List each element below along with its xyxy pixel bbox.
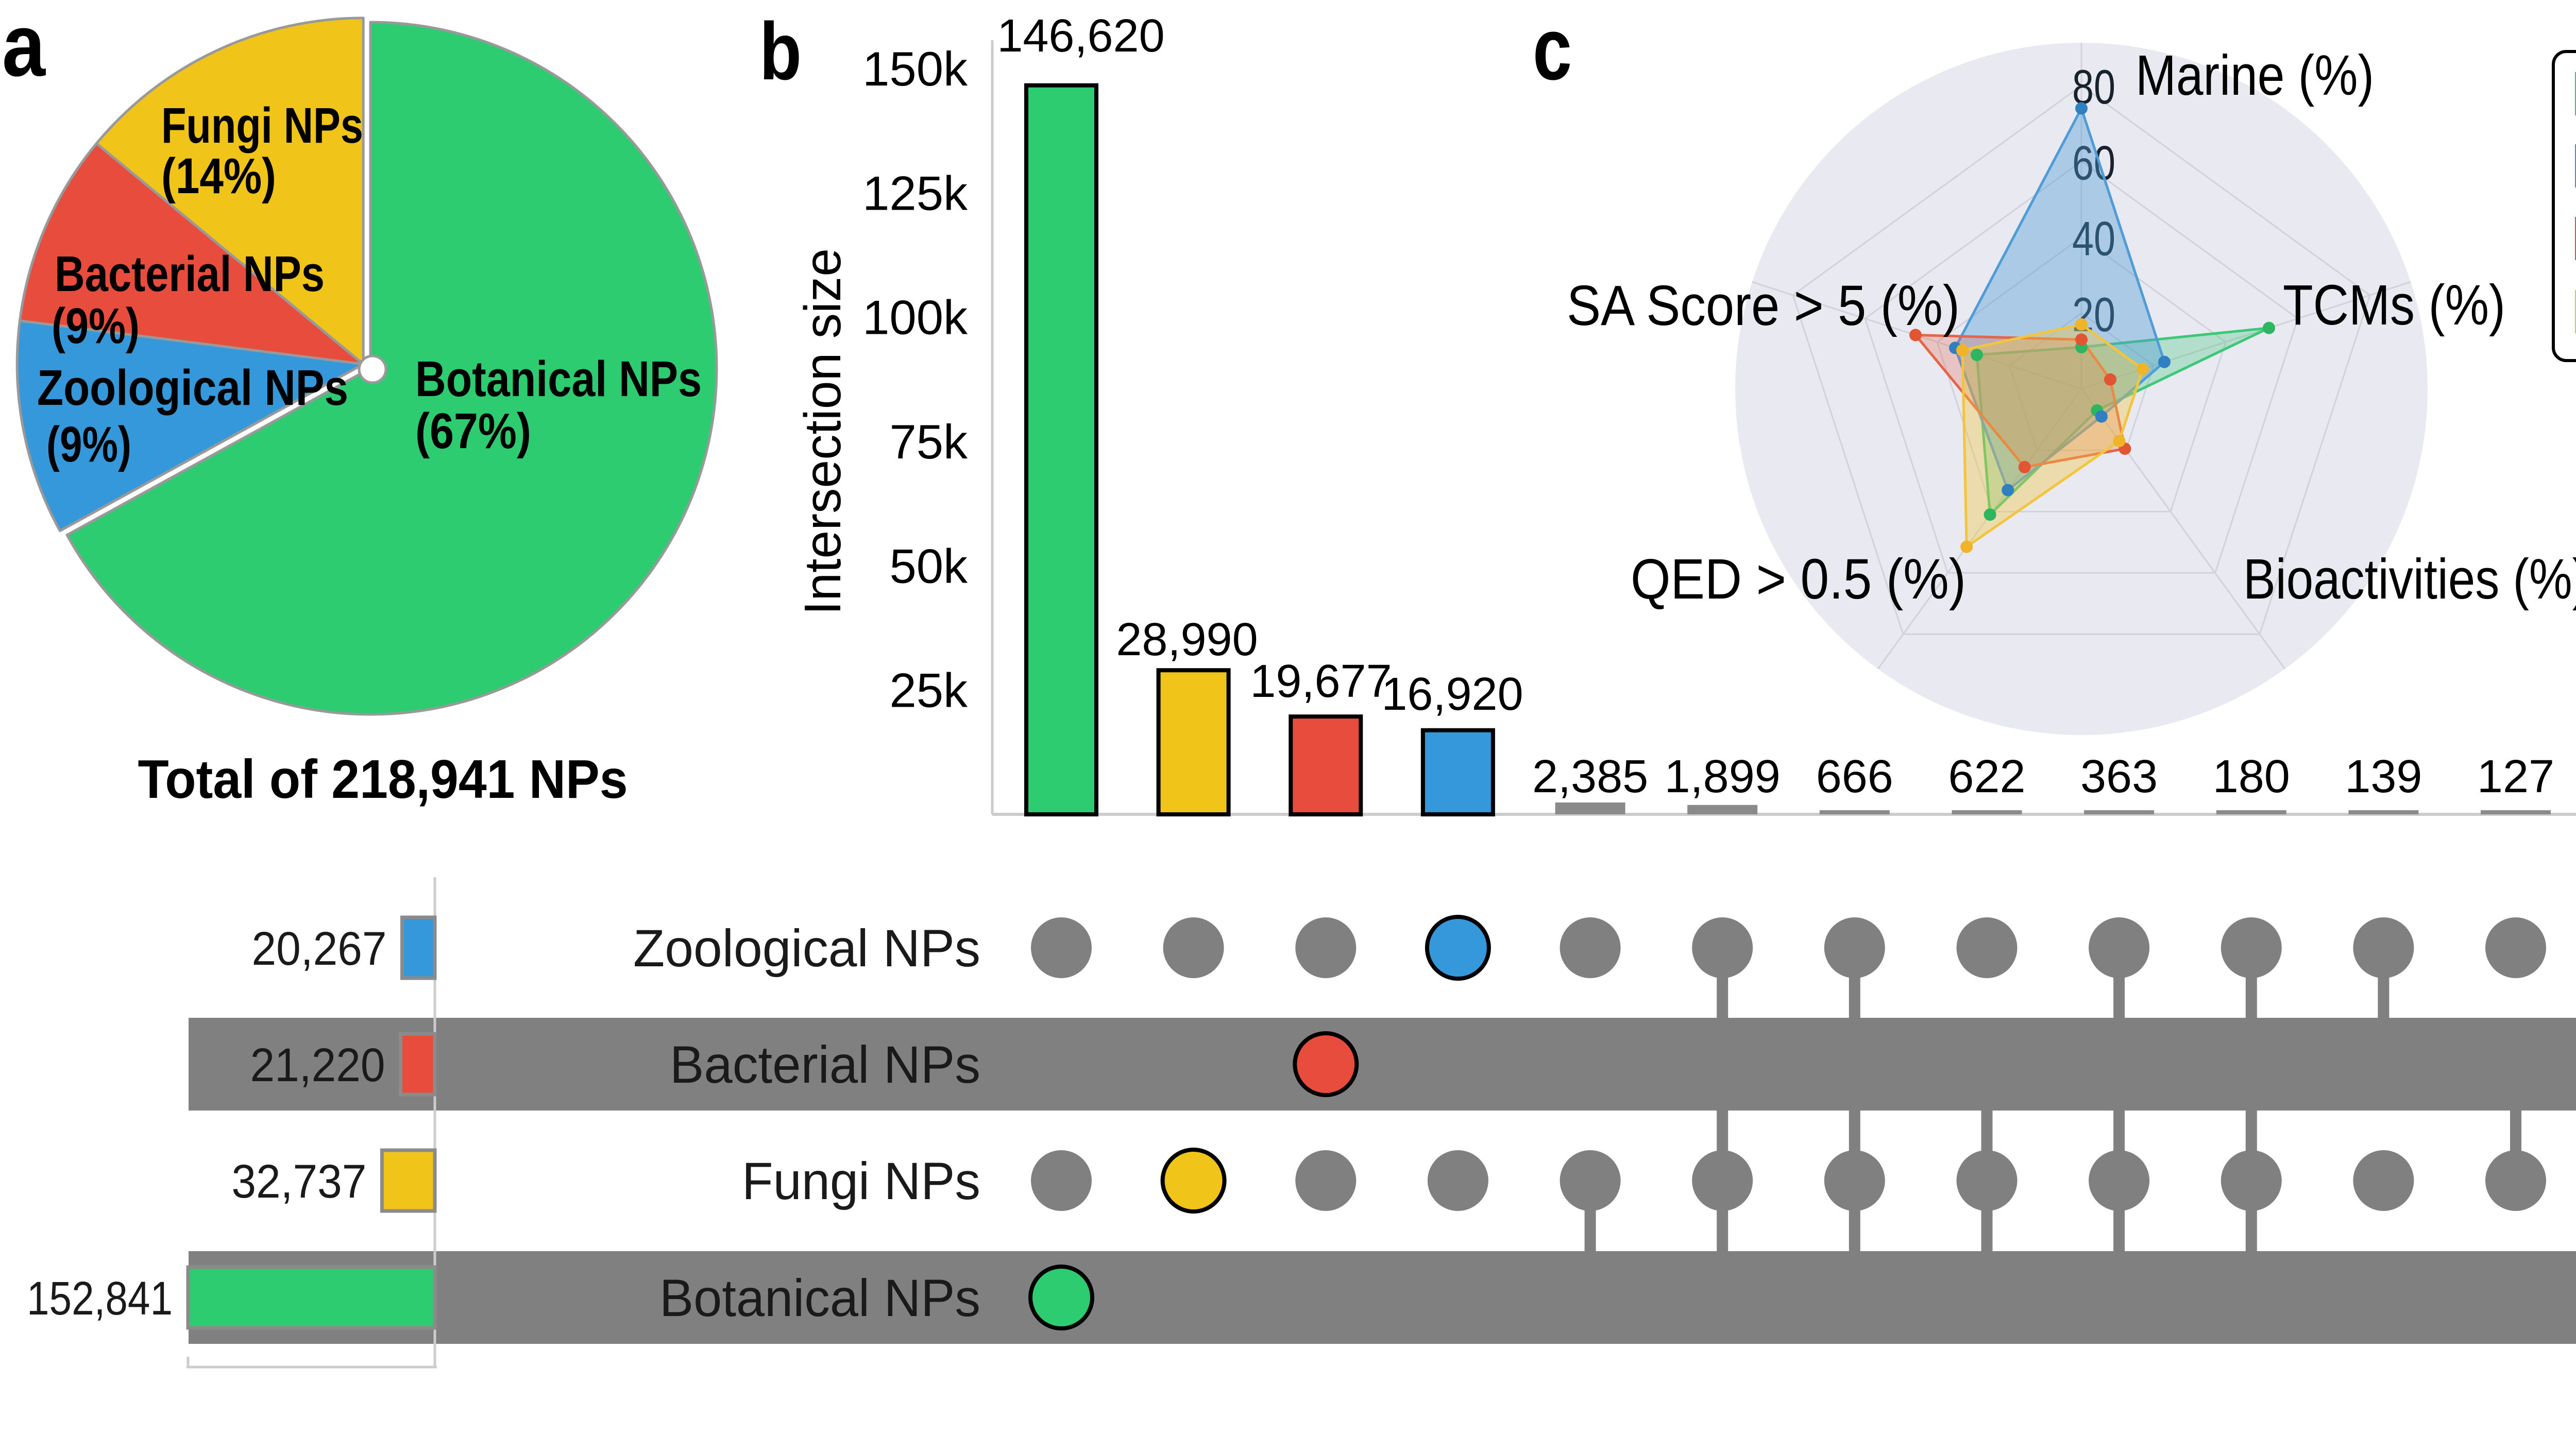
svg-text:152,841: 152,841: [27, 1272, 173, 1325]
svg-text:16,920: 16,920: [1381, 669, 1523, 720]
svg-text:TCMs (%): TCMs (%): [2283, 274, 2505, 337]
svg-text:Bacterial NPs: Bacterial NPs: [55, 246, 325, 302]
svg-text:Bioactivities (%): Bioactivities (%): [2243, 548, 2576, 611]
svg-text:32,737: 32,737: [231, 1155, 366, 1208]
svg-text:127: 127: [2477, 751, 2554, 803]
svg-text:146,620: 146,620: [997, 10, 1164, 62]
svg-text:1,899: 1,899: [1665, 751, 1781, 803]
svg-text:Total of 218,941 NPs: Total of 218,941 NPs: [138, 749, 628, 810]
svg-text:40: 40: [2072, 212, 2115, 266]
svg-text:19,677: 19,677: [1250, 656, 1392, 707]
svg-text:c: c: [1533, 0, 1572, 98]
svg-text:Botanical NPs: Botanical NPs: [659, 1269, 980, 1327]
svg-text:QED > 0.5 (%): QED > 0.5 (%): [1631, 548, 1966, 611]
svg-text:(67%): (67%): [415, 403, 531, 459]
svg-text:b: b: [759, 6, 802, 97]
svg-text:2,385: 2,385: [1532, 751, 1648, 803]
svg-text:150k: 150k: [862, 42, 968, 96]
svg-text:75k: 75k: [889, 415, 968, 469]
svg-text:25k: 25k: [889, 663, 968, 718]
svg-text:Botanical NPs: Botanical NPs: [415, 351, 702, 407]
svg-text:Zoological NPs: Zoological NPs: [37, 360, 348, 416]
svg-text:(9%): (9%): [52, 298, 140, 354]
svg-text:Intersection size: Intersection size: [794, 248, 852, 615]
svg-text:Bacterial NPs: Bacterial NPs: [670, 1035, 980, 1094]
svg-text:Zoological NPs: Zoological NPs: [633, 919, 980, 978]
svg-text:363: 363: [2080, 751, 2158, 803]
svg-text:Fungi NPs: Fungi NPs: [161, 97, 363, 153]
svg-text:(14%): (14%): [161, 148, 276, 204]
svg-text:100k: 100k: [862, 291, 968, 345]
svg-text:666: 666: [1816, 751, 1893, 803]
svg-text:20,267: 20,267: [252, 923, 387, 975]
svg-text:Marine (%): Marine (%): [2136, 44, 2374, 107]
svg-text:a: a: [2, 0, 46, 95]
svg-text:21,220: 21,220: [250, 1039, 385, 1091]
svg-text:Fungi NPs: Fungi NPs: [742, 1152, 980, 1210]
svg-text:50k: 50k: [889, 539, 968, 593]
svg-text:139: 139: [2345, 751, 2422, 803]
svg-text:(9%): (9%): [46, 416, 131, 472]
svg-text:125k: 125k: [862, 166, 968, 220]
svg-text:180: 180: [2213, 751, 2290, 803]
svg-text:SA Score > 5 (%): SA Score > 5 (%): [1567, 274, 1960, 337]
svg-text:28,990: 28,990: [1116, 614, 1258, 665]
svg-text:622: 622: [1948, 751, 2025, 803]
